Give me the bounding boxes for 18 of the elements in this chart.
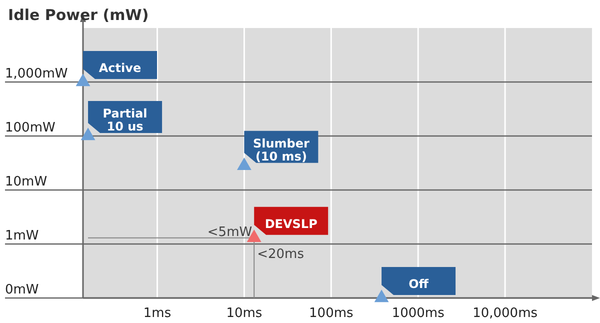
series-label: Active <box>98 61 142 75</box>
ref-line-label: <5mW <box>207 224 252 240</box>
x-tick-label: 1ms <box>143 306 172 322</box>
series-label: Slumber (10 ms) <box>252 136 310 164</box>
series-label: Partial 10 us <box>102 106 148 134</box>
x-tick-label: 1000ms <box>392 306 445 322</box>
ref-line-label: <20ms <box>257 246 304 262</box>
x-tick-label: 10ms <box>226 306 262 322</box>
y-tick-label: 0mW <box>5 282 39 298</box>
chart-title: Idle Power (mW) <box>8 6 149 24</box>
y-tick-label: 1,000mW <box>5 66 68 82</box>
y-tick-label: 100mW <box>5 120 56 136</box>
y-tick-label: 10mW <box>5 174 48 190</box>
y-tick-label: 1mW <box>5 228 39 244</box>
x-tick-label: 10,000ms <box>472 306 538 322</box>
x-tick-label: 100ms <box>309 306 354 322</box>
series-label: DEVSLP <box>264 216 318 231</box>
series-label: Off <box>408 277 429 291</box>
